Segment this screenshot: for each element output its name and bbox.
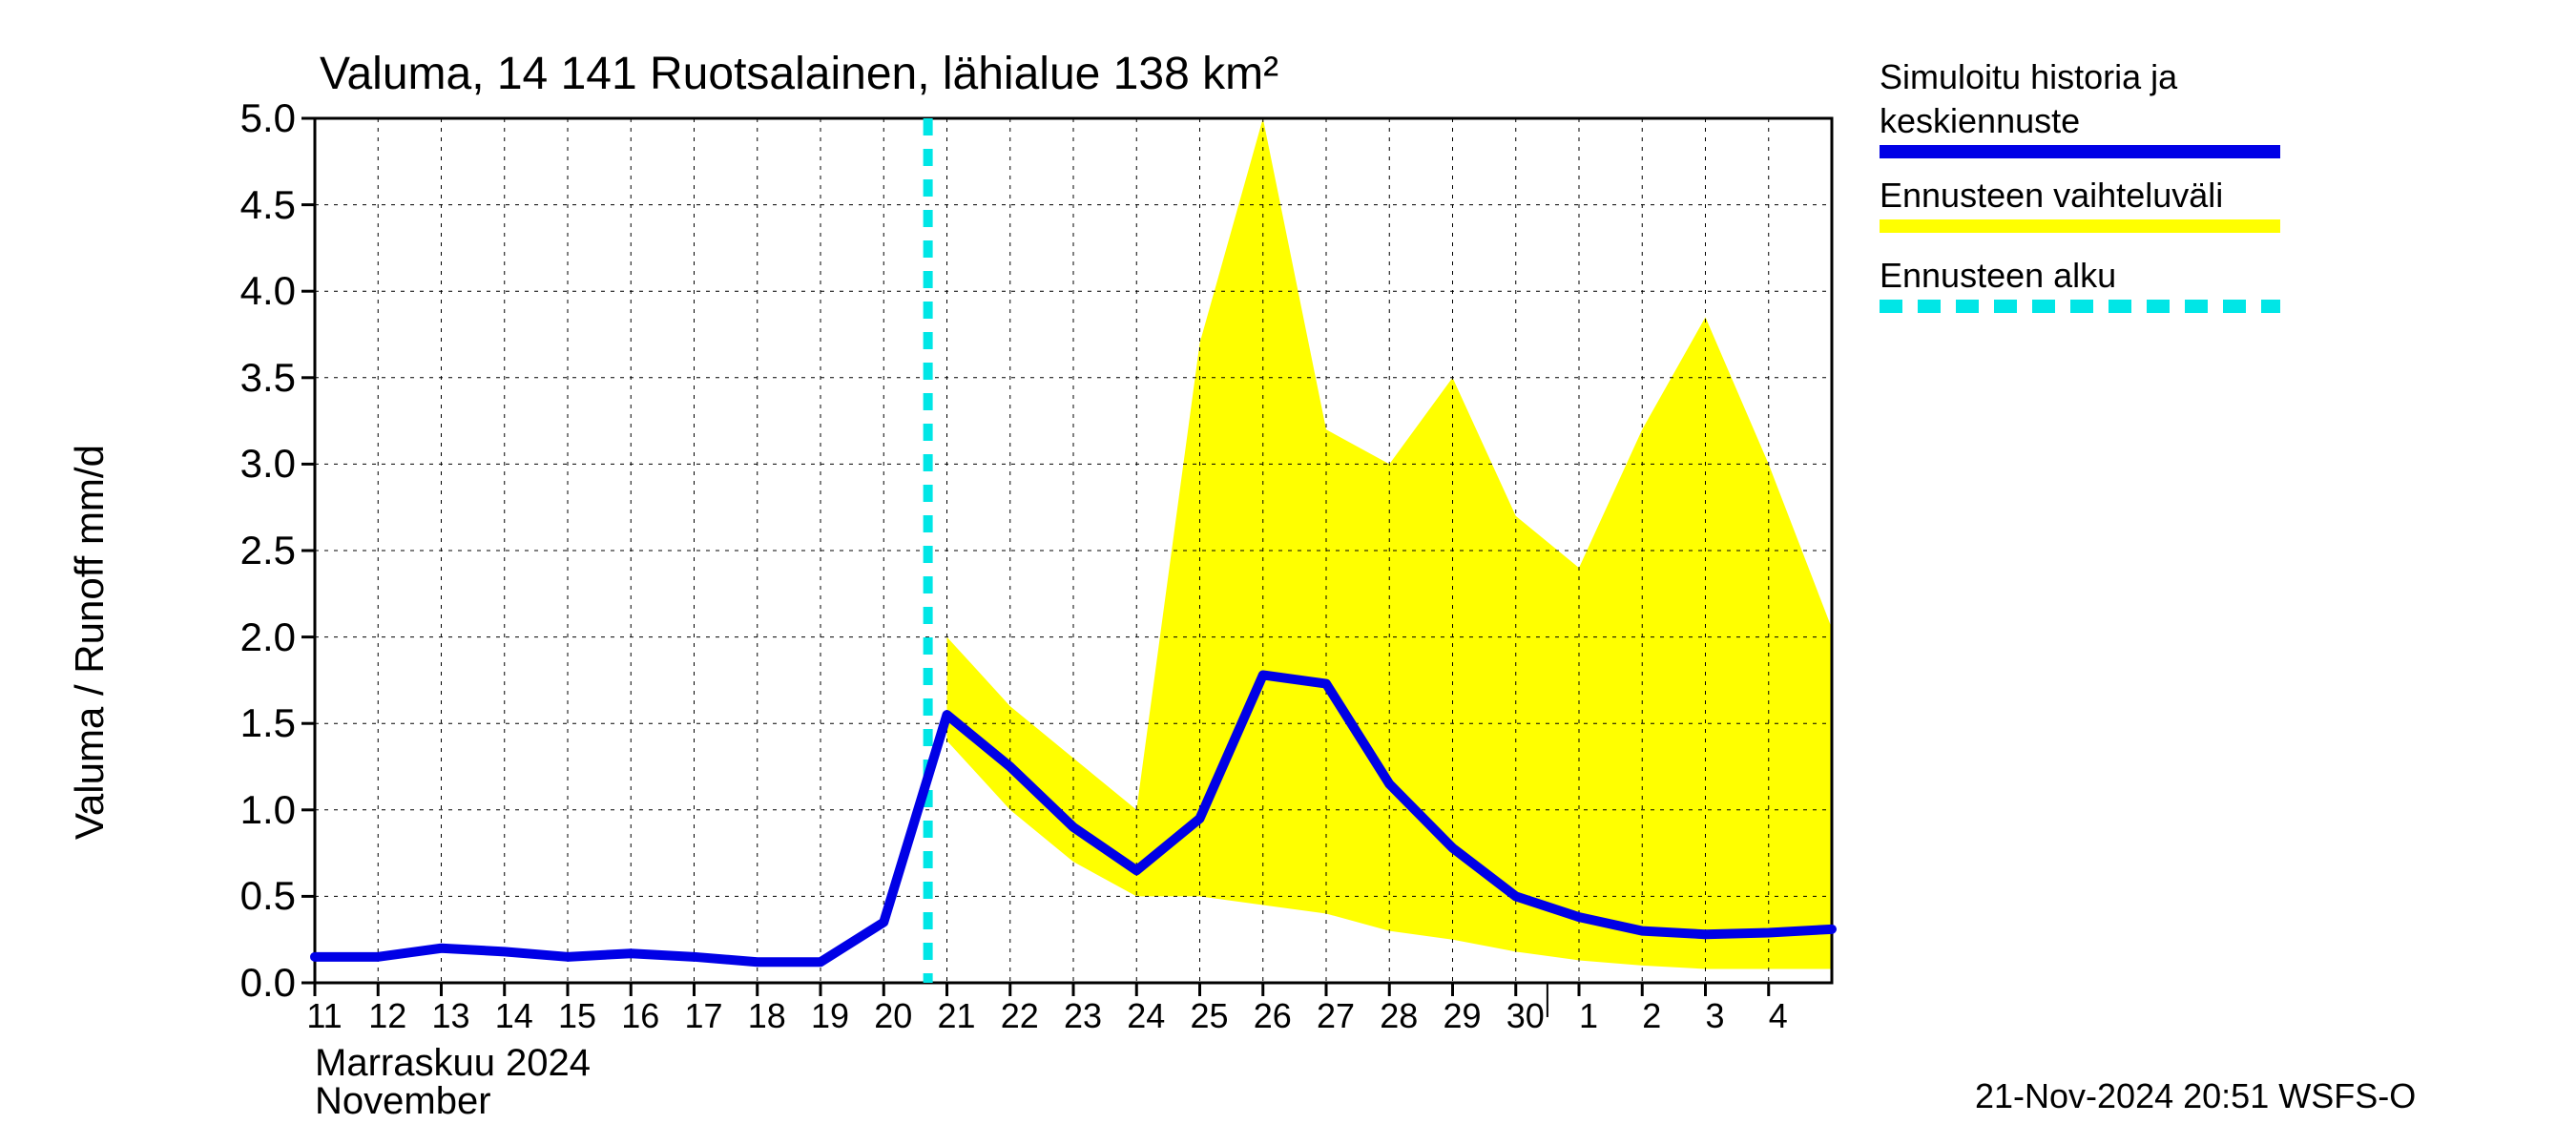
x-tick-label: 27 bbox=[1307, 996, 1364, 1036]
x-tick-label: 12 bbox=[359, 996, 416, 1036]
y-tick-label: 3.5 bbox=[210, 355, 296, 401]
y-tick-label: 4.5 bbox=[210, 182, 296, 228]
x-tick-label: 18 bbox=[738, 996, 796, 1036]
y-tick-label: 0.0 bbox=[210, 960, 296, 1006]
render-timestamp: 21-Nov-2024 20:51 WSFS-O bbox=[1975, 1076, 2416, 1116]
y-tick-label: 2.0 bbox=[210, 614, 296, 660]
x-tick-label: 24 bbox=[1117, 996, 1174, 1036]
y-tick-label: 1.0 bbox=[210, 787, 296, 833]
x-tick-label: 20 bbox=[864, 996, 922, 1036]
chart-plot bbox=[0, 0, 2576, 1145]
y-tick-label: 2.5 bbox=[210, 528, 296, 573]
x-tick-label: 15 bbox=[549, 996, 606, 1036]
x-tick-label: 1 bbox=[1560, 996, 1617, 1036]
x-tick-label: 16 bbox=[612, 996, 669, 1036]
x-tick-label: 13 bbox=[423, 996, 480, 1036]
x-tick-label: 4 bbox=[1750, 996, 1807, 1036]
legend-entry: Simuloitu historia jakeskiennuste bbox=[1880, 57, 2280, 158]
x-tick-label: 28 bbox=[1370, 996, 1427, 1036]
x-tick-label: 17 bbox=[675, 996, 733, 1036]
legend-entry: Ennusteen alku bbox=[1880, 256, 2280, 313]
x-tick-label: 30 bbox=[1497, 996, 1554, 1036]
x-tick-label: 26 bbox=[1244, 996, 1301, 1036]
legend-entry: Ennusteen vaihteluväli bbox=[1880, 176, 2280, 233]
legend-label: Simuloitu historia ja bbox=[1880, 57, 2280, 97]
x-tick-label: 29 bbox=[1434, 996, 1491, 1036]
y-tick-label: 3.0 bbox=[210, 441, 296, 487]
legend-label: Ennusteen vaihteluväli bbox=[1880, 176, 2280, 216]
legend-label: Ennusteen alku bbox=[1880, 256, 2280, 296]
x-tick-label: 14 bbox=[486, 996, 543, 1036]
x-tick-label: 11 bbox=[296, 996, 353, 1036]
legend-swatch bbox=[1880, 219, 2280, 233]
y-tick-label: 4.0 bbox=[210, 268, 296, 314]
x-tick-label: 23 bbox=[1054, 996, 1111, 1036]
y-tick-label: 0.5 bbox=[210, 873, 296, 919]
x-tick-label: 25 bbox=[1181, 996, 1238, 1036]
x-tick-label: 19 bbox=[801, 996, 859, 1036]
x-sublabel-month-fi: Marraskuu 2024 bbox=[315, 1042, 591, 1085]
x-tick-label: 21 bbox=[928, 996, 986, 1036]
y-tick-label: 5.0 bbox=[210, 95, 296, 141]
x-tick-label: 3 bbox=[1687, 996, 1744, 1036]
legend-label: keskiennuste bbox=[1880, 101, 2280, 141]
x-tick-label: 22 bbox=[991, 996, 1049, 1036]
x-tick-label: 2 bbox=[1623, 996, 1680, 1036]
legend-swatch bbox=[1880, 145, 2280, 158]
y-tick-label: 1.5 bbox=[210, 700, 296, 746]
x-sublabel-month-en: November bbox=[315, 1080, 491, 1123]
legend-swatch bbox=[1880, 300, 2280, 313]
